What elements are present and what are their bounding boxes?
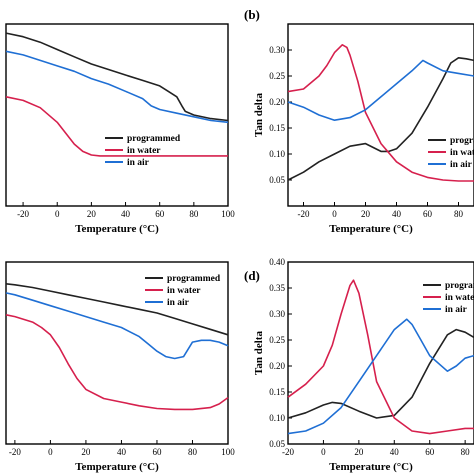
legend-label: programmed <box>127 134 181 144</box>
x-tick-label: 80 <box>461 447 471 457</box>
legend-label: in water <box>127 146 161 156</box>
series-line-1 <box>5 314 229 411</box>
x-tick-label: 60 <box>155 209 165 219</box>
chart-panel-2: -20 0 20 40 60 80 100 Temperature (°C) programme… <box>5 261 235 473</box>
x-tick-label: 0 <box>332 209 337 219</box>
series-line-0 <box>287 57 474 181</box>
x-axis-label: Temperature (°C) <box>75 461 159 473</box>
y-tick-label: 0.10 <box>269 413 285 423</box>
series-line-0 <box>5 32 229 122</box>
legend-label: in air <box>445 305 468 315</box>
x-tick-label: 40 <box>121 209 131 219</box>
y-axis-label: Tan delta <box>253 331 265 375</box>
x-tick-label: -20 <box>17 209 29 219</box>
x-tick-label: 0 <box>321 447 326 457</box>
x-axis-label: Temperature (°C) <box>329 461 413 473</box>
legend-label: in water <box>450 148 474 158</box>
x-tick-label: 80 <box>188 447 198 457</box>
panel-label-d: (d) <box>244 268 260 283</box>
x-tick-label: 0 <box>48 447 53 457</box>
plot-frame <box>287 23 474 207</box>
y-tick-label: 0.05 <box>269 175 285 185</box>
x-tick-label: 80 <box>189 209 199 219</box>
series-line-1 <box>287 279 474 435</box>
x-tick-label: 20 <box>87 209 97 219</box>
x-axis-label: Temperature (°C) <box>75 223 159 235</box>
x-axis-label: Temperature (°C) <box>329 223 413 235</box>
plot-frame <box>287 261 474 445</box>
legend-label: programmed <box>450 136 474 146</box>
x-tick-label: 40 <box>117 447 127 457</box>
x-tick-label: 60 <box>152 447 162 457</box>
panel-label-b: (b) <box>244 7 260 22</box>
legend-label: in water <box>445 293 474 303</box>
x-tick-label: 40 <box>392 209 402 219</box>
y-tick-label: 0.15 <box>269 123 285 133</box>
legend-label: in air <box>450 160 473 170</box>
series-line-2 <box>287 59 474 121</box>
legend-label: in water <box>167 286 201 296</box>
series-line-1 <box>5 96 228 157</box>
x-tick-label: 20 <box>81 447 91 457</box>
x-tick-label: -20 <box>9 447 21 457</box>
series-line-2 <box>5 292 229 360</box>
y-tick-label: 0.10 <box>269 149 285 159</box>
plot-frame <box>5 23 229 207</box>
y-tick-label: 0.40 <box>269 257 285 267</box>
x-tick-label: 0 <box>55 209 60 219</box>
x-tick-label: 100 <box>221 209 235 219</box>
x-tick-label: -20 <box>298 209 310 219</box>
y-tick-label: 0.20 <box>269 361 285 371</box>
x-tick-label: 20 <box>354 447 364 457</box>
x-tick-label: 60 <box>425 447 435 457</box>
series-line-1 <box>287 44 474 182</box>
y-tick-label: 0.35 <box>269 283 285 293</box>
legend-label: in air <box>127 158 150 168</box>
x-tick-label: 20 <box>361 209 371 219</box>
x-tick-label: 40 <box>390 447 400 457</box>
y-axis-label: Tan delta <box>253 93 265 137</box>
series-line-0 <box>287 328 474 419</box>
y-tick-label: 0.05 <box>269 439 285 449</box>
y-tick-label: 0.25 <box>269 71 285 81</box>
y-tick-label: 0.25 <box>269 335 285 345</box>
chart-panel-3: -20 0 20 40 60 80 0.05 0.10 0.15 0.20 0.25 0.30 0.35… <box>253 257 474 473</box>
legend-label: in air <box>167 298 190 308</box>
x-tick-label: -20 <box>282 447 294 457</box>
series-line-0 <box>5 283 229 336</box>
y-tick-label: 0.30 <box>269 309 285 319</box>
series-line-2 <box>287 318 474 435</box>
y-tick-label: 0.30 <box>269 45 285 55</box>
plot-frame <box>5 261 229 445</box>
legend-label: programmed <box>445 281 474 291</box>
x-tick-label: 80 <box>454 209 464 219</box>
y-tick-label: 0.15 <box>269 387 285 397</box>
chart-panel-0: -20 0 20 40 60 80 100 Temperature (°C) programme… <box>5 23 235 235</box>
x-tick-label: 60 <box>423 209 433 219</box>
chart-panel-1: -20 0 20 40 60 80 0.05 0.10 0.15 0.20 0.25 0.30 Temp… <box>253 23 474 235</box>
legend-label: programmed <box>167 274 221 284</box>
y-tick-label: 0.20 <box>269 97 285 107</box>
x-tick-label: 100 <box>221 447 235 457</box>
series-line-2 <box>5 50 229 124</box>
